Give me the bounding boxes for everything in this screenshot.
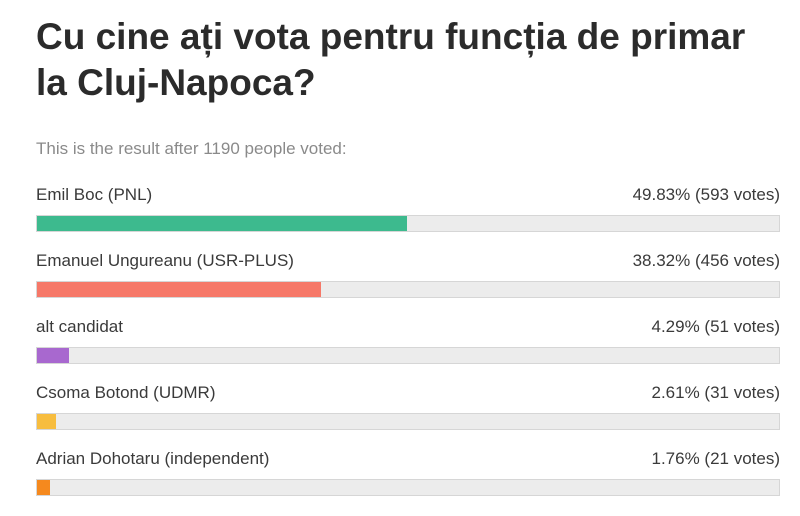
option-result: 4.29% (51 votes) <box>651 317 780 336</box>
bar-fill <box>37 348 69 363</box>
bar-track <box>36 413 780 430</box>
option-label: Emanuel Ungureanu (USR-PLUS) <box>36 251 294 270</box>
option-label: Csoma Botond (UDMR) <box>36 383 216 402</box>
option-label: alt candidat <box>36 317 123 336</box>
poll-option: Adrian Dohotaru (independent) 1.76% (21 … <box>36 449 780 515</box>
poll-option: Emanuel Ungureanu (USR-PLUS) 38.32% (456… <box>36 251 780 317</box>
bar-track <box>36 347 780 364</box>
option-result: 1.76% (21 votes) <box>651 449 780 468</box>
option-label: Adrian Dohotaru (independent) <box>36 449 270 468</box>
bar-fill <box>37 414 57 429</box>
option-label: Emil Boc (PNL) <box>36 185 153 204</box>
bar-track <box>36 479 780 496</box>
poll-subtitle: This is the result after 1190 people vot… <box>36 139 347 158</box>
bar-fill <box>37 480 51 495</box>
bar-track <box>36 281 780 298</box>
poll-option: alt candidat 4.29% (51 votes) <box>36 317 780 383</box>
bar-fill <box>37 282 322 297</box>
option-result: 2.61% (31 votes) <box>651 383 780 402</box>
bar-track <box>36 215 780 232</box>
bar-fill <box>37 216 407 231</box>
poll-title: Cu cine ați vota pentru funcția de prima… <box>36 16 746 103</box>
poll-widget: Cu cine ați vota pentru funcția de prima… <box>36 0 780 515</box>
option-result: 38.32% (456 votes) <box>632 251 780 270</box>
poll-option: Csoma Botond (UDMR) 2.61% (31 votes) <box>36 383 780 449</box>
poll-options: Emil Boc (PNL) 49.83% (593 votes) Emanue… <box>36 185 780 515</box>
option-result: 49.83% (593 votes) <box>632 185 780 204</box>
poll-option: Emil Boc (PNL) 49.83% (593 votes) <box>36 185 780 251</box>
